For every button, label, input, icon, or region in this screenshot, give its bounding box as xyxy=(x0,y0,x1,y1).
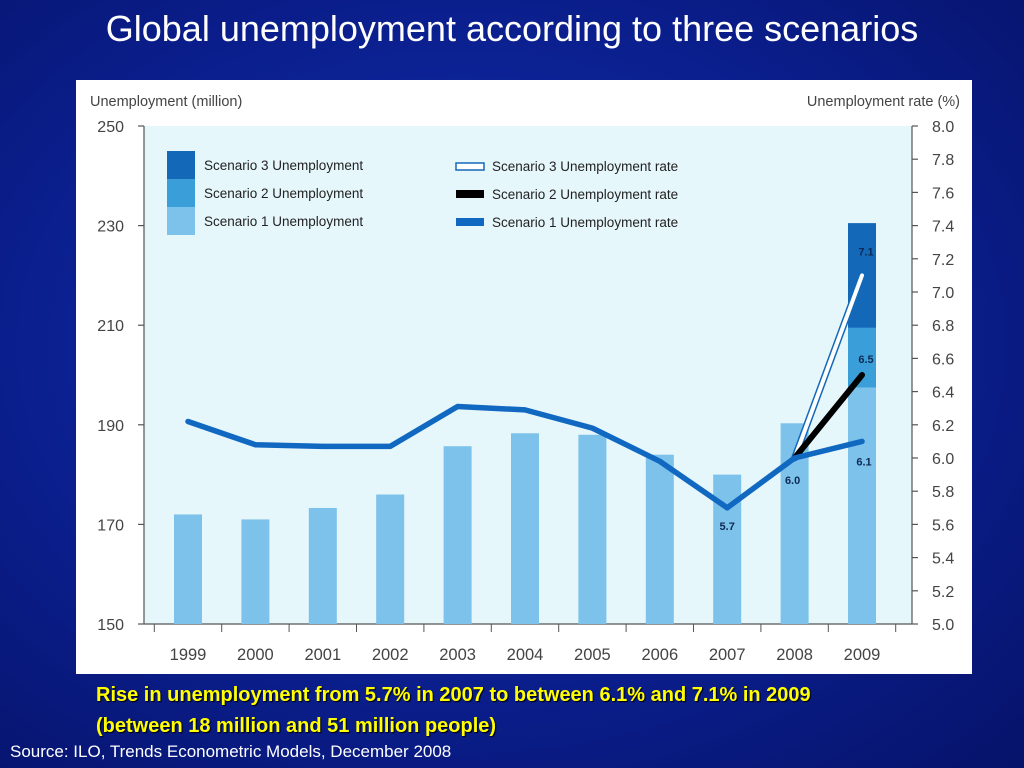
left-axis-tick-label: 230 xyxy=(97,219,124,236)
data-label-2009: 6.5 xyxy=(858,354,873,366)
bar-scenario1-2002 xyxy=(376,494,405,624)
left-axis-tick-label: 150 xyxy=(97,617,124,634)
legend-label: Scenario 2 Unemployment rate xyxy=(492,187,678,202)
line-scenario3-rate xyxy=(792,273,864,460)
bar-scenario1-2001 xyxy=(308,507,337,624)
caption: Rise in unemployment from 5.7% in 2007 t… xyxy=(96,680,1016,742)
right-axis-tick-label: 6.6 xyxy=(932,351,954,368)
x-axis-tick-label: 2007 xyxy=(709,646,746,664)
right-axis-tick-label: 7.2 xyxy=(932,252,954,269)
left-axis-tick-label: 210 xyxy=(97,318,124,335)
x-axis-tick-label: 2000 xyxy=(237,646,274,664)
right-axis-tick-label: 6.8 xyxy=(932,318,954,335)
x-axis-tick-label: 2003 xyxy=(439,646,476,664)
data-label-2009: 7.1 xyxy=(858,246,873,258)
data-label-2009: 6.1 xyxy=(856,456,871,468)
data-label-2008: 6.0 xyxy=(785,475,800,487)
caption-line-1: Rise in unemployment from 5.7% in 2007 t… xyxy=(96,684,811,706)
chart-panel: Unemployment (million) Unemployment rate … xyxy=(76,80,972,674)
bar-scenario1-2006 xyxy=(645,454,674,624)
legend-label: Scenario 3 Unemployment rate xyxy=(492,159,678,174)
x-axis-tick-label: 2002 xyxy=(372,646,409,664)
left-axis-tick-label: 190 xyxy=(97,418,124,435)
legend-swatch-bar xyxy=(167,179,195,207)
right-axis-tick-label: 7.0 xyxy=(932,285,954,302)
legend-swatch-bar xyxy=(167,207,195,235)
bar-scenario1-2004 xyxy=(511,433,539,624)
right-axis-tick-label: 7.4 xyxy=(932,219,954,236)
legend-label: Scenario 1 Unemployment xyxy=(204,214,363,229)
bar-scenario1-2009 xyxy=(848,387,876,624)
x-axis-tick-label: 2004 xyxy=(507,646,544,664)
line-scenario1-rate xyxy=(185,403,865,511)
right-axis-title: Unemployment rate (%) xyxy=(807,94,960,110)
legend-label: Scenario 2 Unemployment xyxy=(204,186,363,201)
right-axis-tick-label: 6.0 xyxy=(932,451,954,468)
x-axis-tick-label: 2008 xyxy=(776,646,813,664)
bar-scenario1-2005 xyxy=(578,434,607,624)
bar-scenario1-1999 xyxy=(174,514,202,624)
right-axis-tick-label: 5.2 xyxy=(932,584,954,601)
slide-title: Global unemployment according to three s… xyxy=(105,8,919,49)
legend-swatch-line xyxy=(455,162,485,171)
x-axis-tick-label: 1999 xyxy=(170,646,207,664)
right-axis-tick-label: 5.0 xyxy=(932,617,954,634)
left-axis-title: Unemployment (million) xyxy=(90,94,242,110)
legend-swatch-line xyxy=(456,218,484,226)
left-axis-tick-label: 250 xyxy=(97,119,124,136)
legend-label: Scenario 3 Unemployment xyxy=(204,158,363,173)
legend-swatch-bar xyxy=(167,151,195,179)
right-axis-tick-label: 5.4 xyxy=(932,551,954,568)
right-axis-tick-label: 5.8 xyxy=(932,484,954,501)
left-axis-tick-label: 170 xyxy=(97,517,124,534)
right-axis-tick-label: 6.4 xyxy=(932,385,954,402)
bar-scenario1-2007 xyxy=(713,474,742,624)
right-axis-tick-label: 8.0 xyxy=(932,119,954,136)
data-label-2007: 5.7 xyxy=(720,521,735,533)
x-axis-tick-label: 2006 xyxy=(641,646,678,664)
x-axis-tick-label: 2005 xyxy=(574,646,611,664)
legend-swatch-line xyxy=(456,190,484,198)
legend-label: Scenario 1 Unemployment rate xyxy=(492,215,678,230)
bar-scenario1-2003 xyxy=(443,446,472,624)
right-axis-tick-label: 5.6 xyxy=(932,517,954,534)
x-axis-tick-label: 2009 xyxy=(844,646,881,664)
source-note: Source: ILO, Trends Econometric Models, … xyxy=(10,742,452,761)
line-scenario2-rate xyxy=(791,372,865,461)
x-axis-tick-label: 2001 xyxy=(304,646,341,664)
unemployment-chart: Unemployment (million) Unemployment rate … xyxy=(90,94,960,664)
right-axis-tick-label: 7.8 xyxy=(932,152,954,169)
right-axis-tick-label: 7.6 xyxy=(932,185,954,202)
right-axis-tick-label: 6.2 xyxy=(932,418,954,435)
caption-line-2: (between 18 million and 51 million peopl… xyxy=(96,715,497,737)
bar-scenario1-2000 xyxy=(241,519,270,624)
